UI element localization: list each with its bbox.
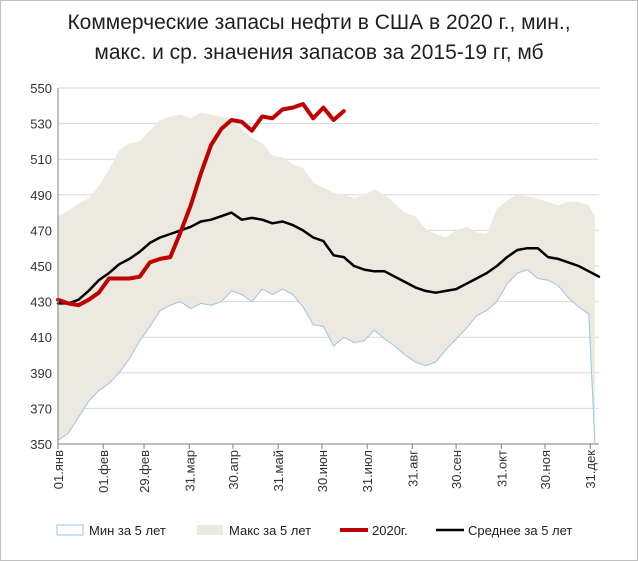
legend-2020-label: 2020г. — [372, 523, 408, 538]
x-tick-label: 31.дек — [583, 450, 598, 489]
legend: Мин за 5 лет Макс за 5 лет 2020г. Среднее з… — [56, 523, 572, 538]
legend-min-label: Мин за 5 лет — [89, 523, 166, 538]
x-tick-label: 31.май — [271, 450, 286, 492]
avg-5y-line — [56, 211, 601, 305]
y-tick-label: 350 — [30, 437, 52, 452]
axes: 350 370 390 410 430 450 470 490 510 530 550 01.янв 0… — [30, 81, 599, 493]
x-tick-label: 29.фев — [137, 450, 152, 493]
x-tick-label: 30.ноя — [538, 450, 553, 490]
series-lines — [56, 102, 601, 308]
x-tick-label: 31.июл — [360, 450, 375, 492]
legend-max-label: Макс за 5 лет — [229, 523, 311, 538]
min-5y-edge — [57, 269, 596, 445]
chart-title: Коммерческие запасы нефти в США в 2020 г… — [0, 8, 638, 68]
x-tick-label: 30.сен — [449, 450, 464, 489]
y-tick-label: 390 — [30, 366, 52, 381]
y-tick-label: 510 — [30, 152, 52, 167]
legend-avg-label: Среднее за 5 лет — [468, 523, 572, 538]
x-tick-label: 31.мар — [182, 450, 197, 491]
y-tick-label: 430 — [30, 295, 52, 310]
x-tick-label: 30.июн — [315, 450, 330, 492]
y2020-line — [56, 102, 346, 308]
x-tick-label: 31.окт — [494, 450, 509, 487]
legend-max-swatch — [197, 525, 223, 535]
x-tick-label: 31.авг — [405, 450, 420, 487]
y-tick-label: 550 — [30, 81, 52, 96]
x-tick-label: 01.янв — [51, 450, 66, 489]
x-tick-label: 01.фев — [96, 450, 111, 493]
chart-title-line-1: Коммерческие запасы нефти в США в 2020 г… — [67, 11, 571, 34]
y-tick-label: 410 — [30, 330, 52, 345]
x-tick-label: 30.апр — [226, 450, 241, 490]
y-tick-label: 530 — [30, 117, 52, 132]
y-tick-label: 490 — [30, 188, 52, 203]
chart-title-line-2: макс. и ср. значения запасов за 2015-19 … — [94, 41, 544, 64]
legend-min-swatch — [56, 524, 84, 536]
y-tick-label: 370 — [30, 401, 52, 416]
y-tick-label: 470 — [30, 223, 52, 238]
y-tick-label: 450 — [30, 259, 52, 274]
